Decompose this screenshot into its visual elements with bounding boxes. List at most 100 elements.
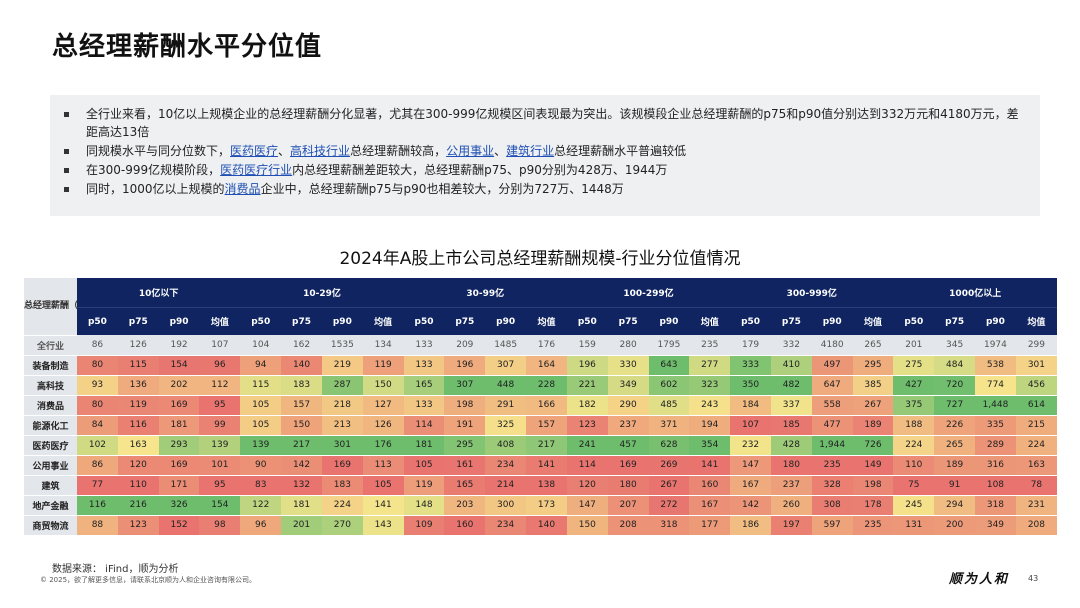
row-label: 地产金融 <box>24 494 78 515</box>
table-cell: 224 <box>1015 434 1057 455</box>
metric-header: p75 <box>281 307 322 335</box>
row-label: 建筑 <box>24 474 78 495</box>
table-cell: 330 <box>607 354 649 375</box>
table-cell: 720 <box>934 374 976 395</box>
table-cell: 231 <box>1015 494 1057 515</box>
bullet-text: 总经理薪酬较高， <box>350 144 447 158</box>
table-cell: 1535 <box>321 335 363 355</box>
table-cell: 80 <box>77 354 118 375</box>
row-label: 高科技 <box>24 374 78 395</box>
table-cell: 241 <box>566 434 608 455</box>
table-cell: 289 <box>975 434 1016 455</box>
page-title: 总经理薪酬水平分位值 <box>52 32 323 62</box>
table-cell: 161 <box>444 454 486 475</box>
table-cell: 112 <box>199 374 241 395</box>
table-cell: 154 <box>199 494 241 515</box>
table-cell: 774 <box>975 374 1016 395</box>
table-cell: 162 <box>281 335 322 355</box>
table-cell: 224 <box>893 434 935 455</box>
table-cell: 147 <box>566 494 608 515</box>
metric-header: p75 <box>444 307 486 335</box>
table-cell: 154 <box>158 354 200 375</box>
table-cell: 102 <box>77 434 118 455</box>
table-cell: 96 <box>240 514 282 535</box>
table-cell: 275 <box>893 354 935 375</box>
table-cell: 115 <box>117 354 159 375</box>
table-cell: 213 <box>321 414 363 435</box>
metric-header: p50 <box>403 307 445 335</box>
table-cell: 150 <box>566 514 608 535</box>
table-cell: 350 <box>730 374 771 395</box>
table-cell: 221 <box>566 374 608 395</box>
table-cell: 482 <box>770 374 812 395</box>
group-header: 30-99亿 <box>403 278 567 308</box>
table-cell: 216 <box>117 494 159 515</box>
table-cell: 176 <box>526 335 567 355</box>
table-cell: 208 <box>1015 514 1057 535</box>
table-cell: 201 <box>281 514 322 535</box>
table-cell: 326 <box>158 494 200 515</box>
table-cell: 114 <box>566 454 608 475</box>
table-row: 建筑 77 110 171 95 83 132 183 105 119 165 214 138 120 18… <box>24 474 1057 495</box>
metric-header: p50 <box>893 307 935 335</box>
table-cell: 142 <box>730 494 771 515</box>
table-cell: 98 <box>199 514 241 535</box>
table-cell: 119 <box>403 474 445 495</box>
table-cell: 189 <box>852 414 894 435</box>
table-cell: 375 <box>893 394 935 415</box>
group-header: 300-999亿 <box>730 278 894 308</box>
metric-header: 均值 <box>199 307 241 335</box>
table-cell: 134 <box>362 335 404 355</box>
table-cell: 119 <box>362 354 404 375</box>
bullet-text: 企业中，总经理薪酬p75与p90也相差较大，分别为727万、1448万 <box>260 182 624 196</box>
table-cell: 166 <box>526 394 567 415</box>
table-cell: 299 <box>1015 335 1057 355</box>
table-cell: 332 <box>770 335 812 355</box>
table-cell: 272 <box>648 494 690 515</box>
table-cell: 136 <box>117 374 159 395</box>
table-cell: 176 <box>362 434 404 455</box>
row-label: 商贸物流 <box>24 514 78 535</box>
table-cell: 428 <box>770 434 812 455</box>
group-header: 10亿以下 <box>77 278 241 308</box>
table-cell: 558 <box>811 394 853 415</box>
highlight-term: 公用事业 <box>446 144 495 158</box>
table-cell: 349 <box>607 374 649 395</box>
table-cell: 647 <box>811 374 853 395</box>
table-cell: 318 <box>975 494 1016 515</box>
row-label: 全行业 <box>24 334 78 355</box>
table-cell: 183 <box>321 474 363 495</box>
table-cell: 198 <box>444 394 486 415</box>
table-cell: 277 <box>689 354 731 375</box>
table-cell: 354 <box>689 434 731 455</box>
table-cell: 184 <box>730 394 771 415</box>
salary-percentile-table: 总经理薪酬（万元）10亿以下10-29亿30-99亿100-299亿300-99… <box>24 278 1057 535</box>
table-cell: 325 <box>485 414 527 435</box>
table-cell: 497 <box>811 354 853 375</box>
summary-bullet: 同规模水平与同分位数下，医药医疗、高科技行业总经理薪酬较高，公用事业、建筑行业总… <box>62 142 1026 160</box>
table-cell: 337 <box>770 394 812 415</box>
table-cell: 224 <box>321 494 363 515</box>
table-cell: 318 <box>648 514 690 535</box>
table-cell: 181 <box>158 414 200 435</box>
table-cell: 132 <box>281 474 322 495</box>
table-cell: 149 <box>852 454 894 475</box>
table-cell: 140 <box>526 514 567 535</box>
table-cell: 107 <box>730 414 771 435</box>
bullet-text: 总经理薪酬水平普遍较低 <box>554 144 687 158</box>
table-cell: 143 <box>362 514 404 535</box>
table-cell: 86 <box>77 335 118 355</box>
metric-header: 均值 <box>526 307 567 335</box>
table-cell: 171 <box>158 474 200 495</box>
summary-bullet: 同时，1000亿以上规模的消费品企业中，总经理薪酬p75与p90也相差较大，分别… <box>62 180 1026 198</box>
table-cell: 181 <box>281 494 322 515</box>
table-cell: 371 <box>648 414 690 435</box>
table-cell: 4180 <box>811 335 853 355</box>
table-cell: 243 <box>689 394 731 415</box>
table-cell: 335 <box>975 414 1016 435</box>
table-cell: 164 <box>526 354 567 375</box>
table-cell: 160 <box>689 474 731 495</box>
table-cell: 173 <box>526 494 567 515</box>
bullet-square-icon <box>64 112 69 117</box>
metric-header: p90 <box>485 307 527 335</box>
